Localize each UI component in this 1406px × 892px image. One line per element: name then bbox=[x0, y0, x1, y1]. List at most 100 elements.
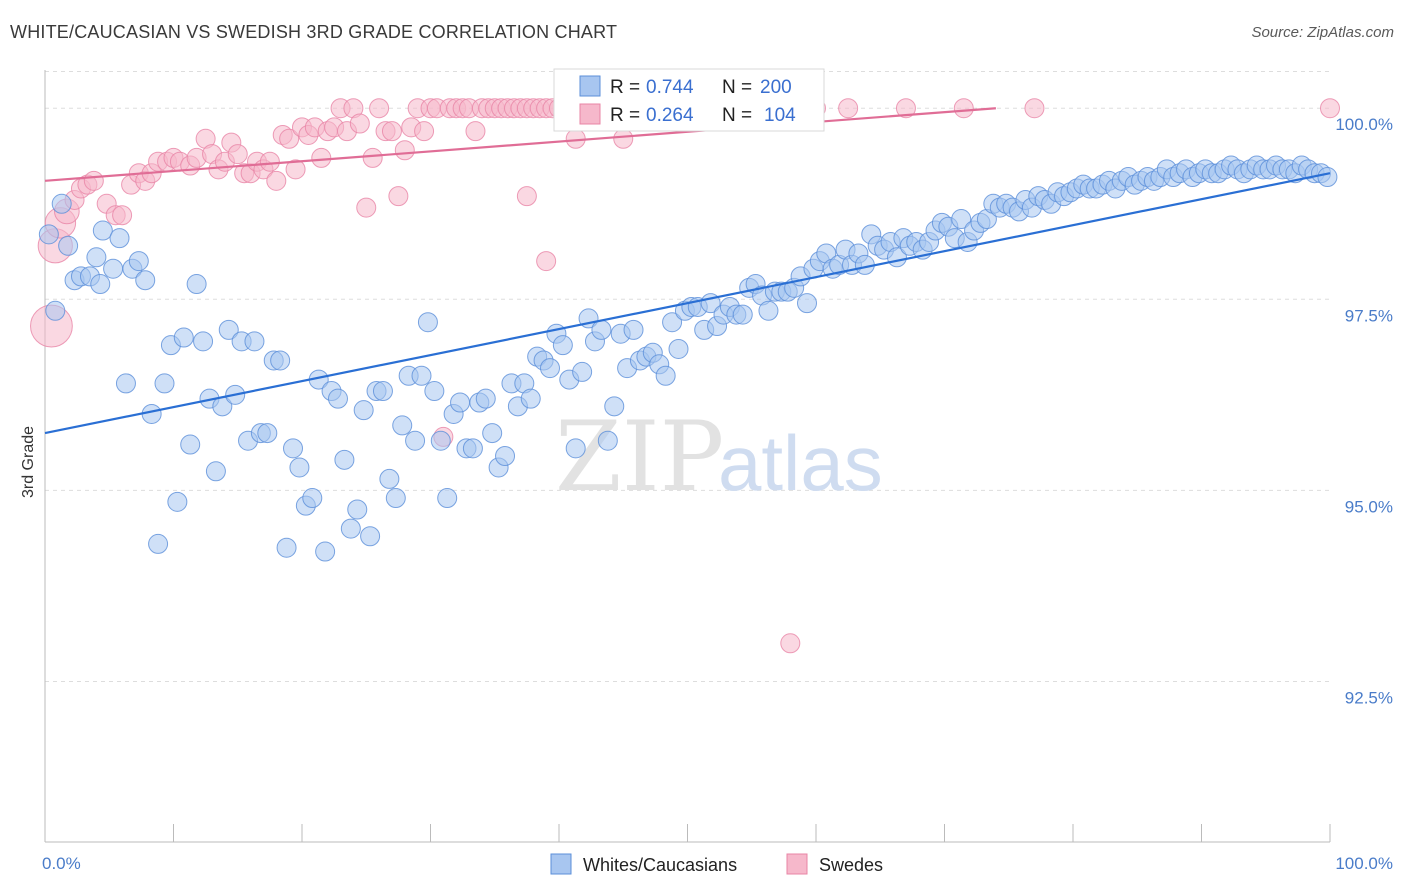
whites-point bbox=[327, 388, 348, 409]
whites-point bbox=[430, 430, 451, 451]
swedes-point bbox=[362, 147, 383, 168]
whites-point bbox=[655, 365, 676, 386]
whites-point bbox=[482, 423, 503, 444]
series-label-swedes: Swedes bbox=[819, 855, 883, 875]
whites-point bbox=[572, 361, 593, 382]
legend-n-label-1: N = bbox=[722, 77, 752, 98]
whites-point bbox=[128, 251, 149, 272]
y-tick-label: 95.0% bbox=[1345, 497, 1393, 516]
y-tick-label: 100.0% bbox=[1335, 115, 1393, 134]
whites-point bbox=[340, 518, 361, 539]
whites-point bbox=[540, 358, 561, 379]
y-tick-label: 97.5% bbox=[1345, 306, 1393, 325]
whites-point bbox=[405, 430, 426, 451]
swedes-point bbox=[895, 98, 916, 119]
watermark-atlas: atlas bbox=[718, 419, 883, 507]
whites-point bbox=[90, 274, 111, 295]
chart-title: WHITE/CAUCASIAN VS SWEDISH 3RD GRADE COR… bbox=[10, 22, 618, 42]
swedes-point bbox=[311, 147, 332, 168]
x-tick-labels: 0.0% 100.0% bbox=[42, 854, 1393, 873]
whites-point bbox=[244, 331, 265, 352]
whites-point bbox=[797, 293, 818, 314]
whites-point bbox=[597, 430, 618, 451]
whites-point bbox=[758, 300, 779, 321]
whites-point bbox=[289, 457, 310, 478]
legend-n-value-1: 200 bbox=[760, 77, 792, 98]
whites-point bbox=[193, 331, 214, 352]
swedes-point bbox=[1320, 98, 1340, 119]
whites-point bbox=[334, 449, 355, 470]
whites-point bbox=[437, 488, 458, 509]
swedes-point bbox=[279, 128, 300, 149]
whites-point bbox=[103, 258, 124, 279]
whites-point bbox=[167, 491, 188, 512]
legend-r-value-2: 0.264 bbox=[646, 105, 694, 126]
whites-point bbox=[662, 312, 683, 333]
swedes-point bbox=[394, 140, 415, 161]
x-tick-label: 0.0% bbox=[42, 854, 81, 873]
whites-point bbox=[475, 388, 496, 409]
watermark-zip: ZIP bbox=[555, 401, 724, 513]
swedes-point bbox=[83, 170, 104, 191]
whites-point bbox=[424, 381, 445, 402]
whites-point bbox=[495, 446, 516, 466]
series-swatch-swedes bbox=[786, 853, 808, 875]
y-axis-label: 3rd Grade bbox=[20, 426, 37, 498]
series-swatch-whites bbox=[550, 853, 572, 875]
whites-point bbox=[45, 300, 66, 321]
whites-point bbox=[186, 274, 207, 295]
whites-point bbox=[385, 488, 406, 509]
whites-point bbox=[462, 438, 483, 459]
whites-point bbox=[732, 304, 753, 325]
whites-point bbox=[604, 396, 625, 417]
swedes-point bbox=[285, 159, 306, 180]
whites-point bbox=[270, 350, 291, 371]
swedes-point bbox=[613, 128, 634, 149]
whites-point bbox=[520, 388, 541, 409]
whites-point bbox=[353, 400, 374, 421]
whites-point bbox=[173, 327, 194, 348]
whites-point bbox=[565, 438, 586, 459]
whites-point bbox=[360, 526, 381, 547]
whites-point bbox=[668, 338, 689, 359]
whites-point bbox=[1317, 167, 1338, 188]
whites-point bbox=[450, 392, 471, 413]
whites-point bbox=[92, 220, 113, 241]
whites-point bbox=[276, 537, 297, 558]
whites-point bbox=[591, 319, 612, 340]
whites-point bbox=[86, 247, 107, 268]
whites-point bbox=[180, 434, 201, 455]
swedes-point bbox=[112, 205, 133, 226]
whites-point bbox=[951, 209, 972, 230]
swedes-point bbox=[259, 151, 280, 172]
whites-point bbox=[411, 365, 432, 386]
whites-point bbox=[302, 488, 323, 509]
swedes-point bbox=[838, 98, 859, 119]
whites-point bbox=[392, 415, 413, 436]
series-label-whites: Whites/Caucasians bbox=[583, 855, 737, 875]
whites-point bbox=[315, 541, 336, 562]
swedes-trend-line bbox=[44, 107, 996, 182]
whites-point bbox=[115, 373, 136, 394]
swedes-point bbox=[465, 121, 486, 142]
chart-source: Source: ZipAtlas.com bbox=[1251, 24, 1394, 41]
whites-point bbox=[552, 335, 573, 356]
whites-point bbox=[283, 438, 304, 459]
swedes-point bbox=[414, 121, 435, 142]
whites-point bbox=[148, 533, 169, 554]
swedes-point bbox=[1024, 98, 1045, 119]
swedes-point bbox=[388, 186, 409, 207]
whites-points bbox=[38, 155, 1338, 562]
whites-point bbox=[218, 319, 239, 340]
whites-point bbox=[257, 423, 278, 444]
swedes-point bbox=[381, 121, 402, 142]
legend-r-value-1: 0.744 bbox=[646, 77, 694, 98]
x-tick-label: 100.0% bbox=[1335, 854, 1393, 873]
swedes-point bbox=[536, 251, 557, 272]
legend-r-label-2: R = bbox=[610, 105, 640, 126]
whites-point bbox=[154, 373, 175, 394]
whites-point bbox=[372, 381, 393, 402]
whites-point bbox=[205, 461, 226, 482]
whites-point bbox=[417, 312, 438, 333]
